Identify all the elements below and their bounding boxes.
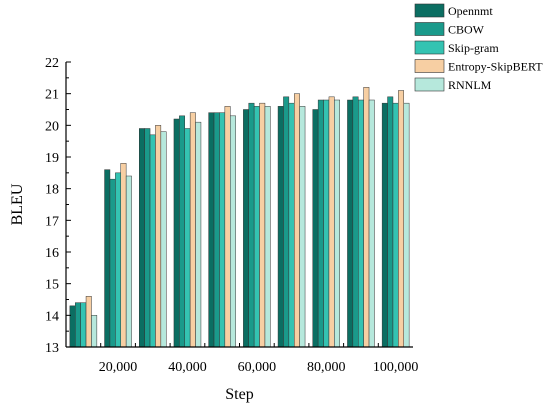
legend-label-skip-gram: Skip-gram <box>448 41 499 55</box>
bar-cbow-30000 <box>144 128 151 348</box>
y-tick-label: 13 <box>45 341 59 356</box>
y-tick-label: 22 <box>45 56 59 71</box>
x-tick-label: 40,000 <box>168 360 207 375</box>
y-axis-title: BLEU <box>9 183 26 225</box>
bar-opennmt-10000 <box>69 305 76 348</box>
y-tick-label: 18 <box>45 183 59 198</box>
x-tick-label: 80,000 <box>307 360 346 375</box>
bar-entropy-skipbert-60000 <box>259 102 266 348</box>
bar-entropy-skipbert-20000 <box>120 163 127 348</box>
bar-cbow-50000 <box>213 112 220 348</box>
bar-entropy-skipbert-40000 <box>189 112 196 348</box>
bar-cbow-20000 <box>109 178 116 348</box>
x-axis-title: Step <box>225 386 253 403</box>
bar-opennmt-50000 <box>208 112 215 348</box>
y-tick-label: 21 <box>45 88 59 103</box>
bar-skip-gram-20000 <box>115 172 121 348</box>
bar-entropy-skipbert-80000 <box>328 96 335 348</box>
bar-rnnlm-100000 <box>403 102 410 348</box>
bar-cbow-40000 <box>179 115 186 348</box>
bar-opennmt-60000 <box>243 109 250 348</box>
bar-skip-gram-90000 <box>358 99 364 348</box>
bar-entropy-skipbert-30000 <box>155 125 162 348</box>
bar-opennmt-100000 <box>381 102 388 348</box>
x-tick-label: 20,000 <box>99 360 138 375</box>
bar-rnnlm-20000 <box>125 175 132 348</box>
bar-opennmt-30000 <box>139 128 145 348</box>
bar-entropy-skipbert-10000 <box>85 296 92 348</box>
bar-rnnlm-60000 <box>264 106 271 348</box>
bar-cbow-10000 <box>75 302 81 348</box>
bar-rnnlm-10000 <box>91 315 98 348</box>
bar-skip-gram-40000 <box>184 128 191 348</box>
bar-skip-gram-60000 <box>253 106 260 348</box>
bar-rnnlm-90000 <box>368 99 375 348</box>
y-tick-label: 15 <box>45 278 59 293</box>
legend-label-entropy-skipbert: Entropy-SkipBERT <box>448 60 543 74</box>
bar-skip-gram-50000 <box>219 112 226 348</box>
bar-opennmt-70000 <box>277 106 284 348</box>
bar-rnnlm-40000 <box>195 121 202 348</box>
legend-label-rnnlm: RNNLM <box>448 78 492 92</box>
bar-skip-gram-10000 <box>80 302 87 348</box>
bar-entropy-skipbert-100000 <box>398 90 405 348</box>
bar-skip-gram-30000 <box>149 134 156 348</box>
bar-cbow-90000 <box>352 96 359 348</box>
bar-cbow-80000 <box>317 99 324 348</box>
legend-label-opennmt: Opennmt <box>448 4 493 18</box>
bar-opennmt-40000 <box>173 118 180 348</box>
legend-swatch-entropy-skipbert <box>414 59 445 73</box>
bar-opennmt-90000 <box>347 99 354 348</box>
bar-entropy-skipbert-70000 <box>294 93 300 348</box>
bar-rnnlm-50000 <box>230 115 236 348</box>
y-tick-label: 14 <box>45 309 59 324</box>
legend-label-cbow: CBOW <box>448 23 485 37</box>
y-tick-label: 17 <box>45 214 59 229</box>
bar-rnnlm-70000 <box>299 106 306 348</box>
legend-swatch-rnnlm <box>414 77 445 92</box>
legend-swatch-cbow <box>414 22 445 36</box>
y-tick-label: 19 <box>45 151 59 166</box>
x-tick-label: 60,000 <box>238 360 277 375</box>
bar-skip-gram-80000 <box>323 99 330 348</box>
legend-swatch-opennmt <box>414 3 445 18</box>
bar-entropy-skipbert-50000 <box>224 106 231 348</box>
bars-group <box>69 87 410 348</box>
bar-skip-gram-70000 <box>288 102 295 348</box>
x-tick-label: 100,000 <box>373 360 419 375</box>
bar-entropy-skipbert-90000 <box>363 87 370 348</box>
bar-skip-gram-100000 <box>392 102 399 348</box>
bar-cbow-100000 <box>387 96 394 348</box>
bar-opennmt-20000 <box>104 169 111 348</box>
legend: Opennmt CBOW Skip-gram Entropy-SkipBERT RNNL… <box>414 3 543 92</box>
bar-cbow-70000 <box>283 96 290 348</box>
bar-opennmt-80000 <box>312 109 319 348</box>
bar-rnnlm-30000 <box>160 131 167 348</box>
bar-cbow-60000 <box>248 102 255 348</box>
y-tick-label: 20 <box>45 119 59 134</box>
legend-swatch-skip-gram <box>414 40 445 55</box>
axes-group: 13 14 15 16 17 18 19 20 21 22 20,000 40,000 60,000 80… <box>45 56 418 375</box>
y-tick-label: 16 <box>45 246 59 261</box>
bar-rnnlm-80000 <box>334 99 341 348</box>
